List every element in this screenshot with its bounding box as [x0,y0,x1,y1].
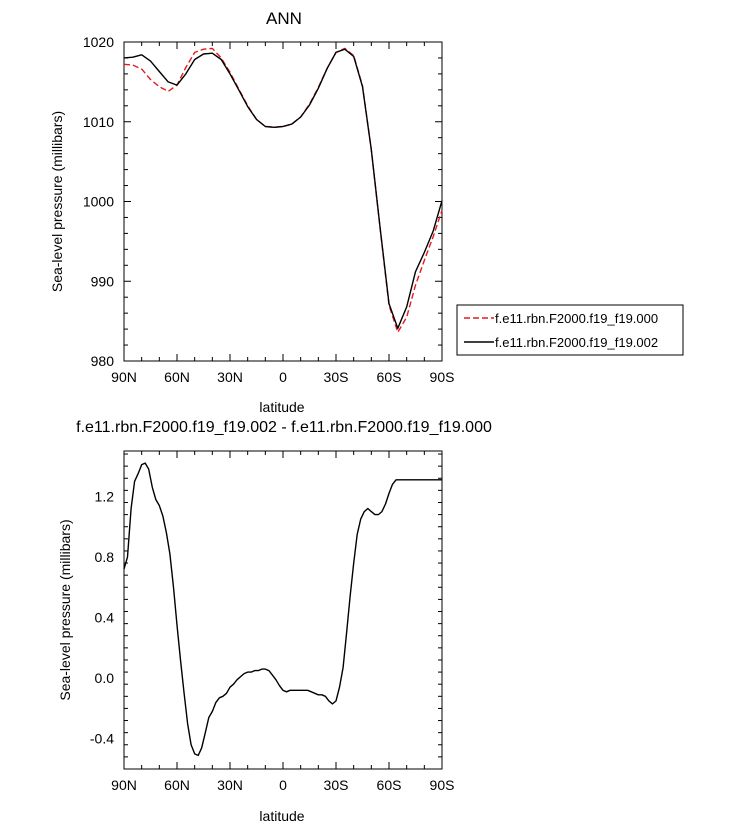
x-tick-label: 90S [430,777,455,793]
series-line-1 [123,462,442,757]
x-tick-label: 60N [164,777,190,793]
x-tick-label: 60N [164,369,190,385]
x-tick-label: 30N [217,777,243,793]
x-tick-label: 60S [377,369,402,385]
chart-title: f.e11.rbn.F2000.f19_f19.002 - f.e11.rbn.… [76,419,492,436]
legend-entry-1: f.e11.rbn.F2000.f19_f19.000 [495,311,658,326]
series-line-1 [123,47,443,333]
legend-box [456,304,684,356]
plot-frame [123,41,443,362]
y-tick-label: 0.4 [95,610,115,626]
y-axis-label: Sea-level pressure (millibars) [49,111,65,292]
plot-frame [123,450,443,770]
legend-entry-2: f.e11.rbn.F2000.f19_f19.002 [495,335,658,350]
y-tick-label: 980 [91,353,115,369]
y-tick-label: 1020 [83,34,114,50]
y-axis-label: Sea-level pressure (millibars) [57,519,73,700]
x-tick-label: 30N [217,369,243,385]
bottom-panel: f.e11.rbn.F2000.f19_f19.002 - f.e11.rbn.… [57,419,492,824]
x-tick-label: 30S [324,369,349,385]
x-tick-label: 90N [111,369,137,385]
y-tick-label: 0.0 [95,670,115,686]
x-tick-label: 0 [279,777,287,793]
y-tick-label: 1000 [83,194,114,210]
x-tick-label: 30S [324,777,349,793]
y-tick-label: -0.4 [90,731,114,747]
x-axis-label: latitude [259,808,304,824]
series-line-2 [123,48,443,329]
x-tick-label: 90S [430,369,455,385]
x-axis-label: latitude [259,399,304,415]
y-tick-label: 1010 [83,114,114,130]
top-panel: ANN 90N 60N 30N 0 30S 60S 90S 980 990 1000 1010 1020… [49,9,684,415]
y-tick-label: 990 [91,273,115,289]
x-tick-label: 0 [279,369,287,385]
x-tick-label: 90N [111,777,137,793]
x-tick-label: 60S [377,777,402,793]
y-tick-label: 1.2 [95,488,115,504]
chart-title: ANN [266,9,302,28]
y-tick-label: 0.8 [95,549,115,565]
